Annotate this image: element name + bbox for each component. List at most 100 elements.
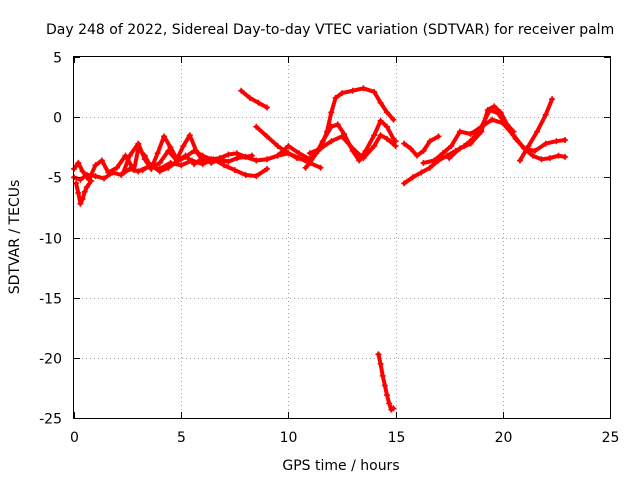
- data-point: [491, 103, 498, 110]
- data-point: [238, 87, 245, 94]
- data-point: [420, 147, 427, 154]
- data-point: [489, 116, 496, 123]
- data-point: [561, 153, 568, 160]
- data-point: [92, 162, 99, 169]
- data-point: [542, 140, 549, 147]
- data-point: [77, 200, 84, 207]
- data-point: [319, 138, 326, 145]
- data-point: [377, 132, 384, 139]
- series-sat-m: [402, 134, 441, 158]
- data-point: [191, 147, 198, 154]
- data-point: [225, 158, 232, 165]
- data-point: [401, 180, 408, 187]
- data-point: [306, 150, 313, 157]
- data-point: [131, 167, 138, 174]
- data-point: [306, 159, 313, 166]
- data-point: [148, 162, 155, 169]
- data-point: [542, 111, 549, 118]
- data-point: [381, 382, 388, 389]
- y-tick-label: -15: [39, 292, 62, 308]
- series-sat-j: [307, 133, 398, 161]
- data-point: [334, 121, 341, 128]
- data-point: [371, 88, 378, 95]
- chart-title: Day 248 of 2022, Sidereal Day-to-day VTE…: [46, 22, 614, 38]
- data-point: [167, 144, 174, 151]
- data-point: [88, 177, 95, 184]
- data-point: [339, 133, 345, 140]
- data-point: [534, 128, 541, 135]
- data-point: [538, 156, 545, 163]
- data-point: [332, 94, 339, 101]
- x-tick-label: 25: [602, 430, 620, 446]
- data-point: [328, 109, 335, 116]
- data-point: [448, 143, 455, 150]
- data-point: [360, 155, 367, 162]
- data-point: [317, 145, 324, 152]
- data-point: [456, 128, 463, 135]
- y-tick-label: 0: [53, 111, 62, 127]
- data-point: [561, 137, 568, 144]
- data-point: [497, 109, 504, 116]
- data-point: [242, 171, 249, 178]
- data-point: [191, 161, 198, 168]
- data-point: [253, 173, 260, 180]
- data-point: [253, 123, 260, 130]
- data-point: [98, 157, 105, 164]
- data-point: [208, 156, 215, 163]
- data-point: [79, 195, 86, 202]
- data-point: [531, 147, 538, 154]
- data-point: [274, 143, 281, 150]
- data-point: [426, 164, 433, 171]
- data-point: [484, 106, 491, 113]
- data-point: [349, 87, 356, 94]
- ticks: 0 5 10 15 20 25 5 0 -5 -10 -15 -20 -25: [39, 51, 619, 447]
- data-point: [221, 162, 228, 169]
- data-point: [371, 143, 378, 150]
- data-point: [328, 138, 335, 145]
- y-tick-label: 5: [53, 51, 62, 67]
- data-point: [360, 85, 367, 92]
- data-point: [101, 175, 108, 182]
- data-point: [135, 140, 142, 147]
- data-point: [384, 123, 391, 130]
- data-point: [156, 168, 163, 175]
- data-point: [375, 351, 382, 358]
- data-point: [390, 116, 397, 123]
- data-point: [135, 168, 142, 175]
- data-point: [263, 156, 270, 163]
- data-point: [73, 180, 80, 187]
- x-tick-label: 10: [280, 430, 298, 446]
- data-point: [555, 152, 562, 159]
- data-point: [79, 168, 86, 175]
- plot-frame: [73, 56, 611, 419]
- data-point: [317, 164, 324, 171]
- data-point: [401, 140, 408, 147]
- data-point: [178, 162, 185, 169]
- y-tick-label: -10: [39, 232, 62, 248]
- data-point: [199, 152, 206, 159]
- data-point: [161, 133, 168, 140]
- data-point: [553, 138, 560, 145]
- data-point: [549, 96, 556, 103]
- data-point: [377, 117, 384, 124]
- data-point: [328, 123, 335, 130]
- data-point: [377, 360, 384, 367]
- data-point: [510, 128, 517, 135]
- data-point: [439, 150, 446, 157]
- data-point: [182, 153, 189, 160]
- data-point: [390, 405, 397, 412]
- data-point: [113, 164, 120, 171]
- data-point: [546, 155, 553, 162]
- data-point: [77, 176, 84, 183]
- y-tick-label: -5: [48, 171, 62, 187]
- y-axis-label: SDTVAR / TECUs: [7, 180, 23, 295]
- x-axis-label: GPS time / hours: [282, 458, 399, 474]
- data-point: [165, 164, 172, 171]
- data-point: [384, 392, 391, 399]
- data-point: [126, 152, 133, 159]
- grid: [74, 57, 610, 418]
- data-point: [420, 159, 427, 166]
- series-layer: [71, 85, 568, 413]
- data-point: [274, 152, 281, 159]
